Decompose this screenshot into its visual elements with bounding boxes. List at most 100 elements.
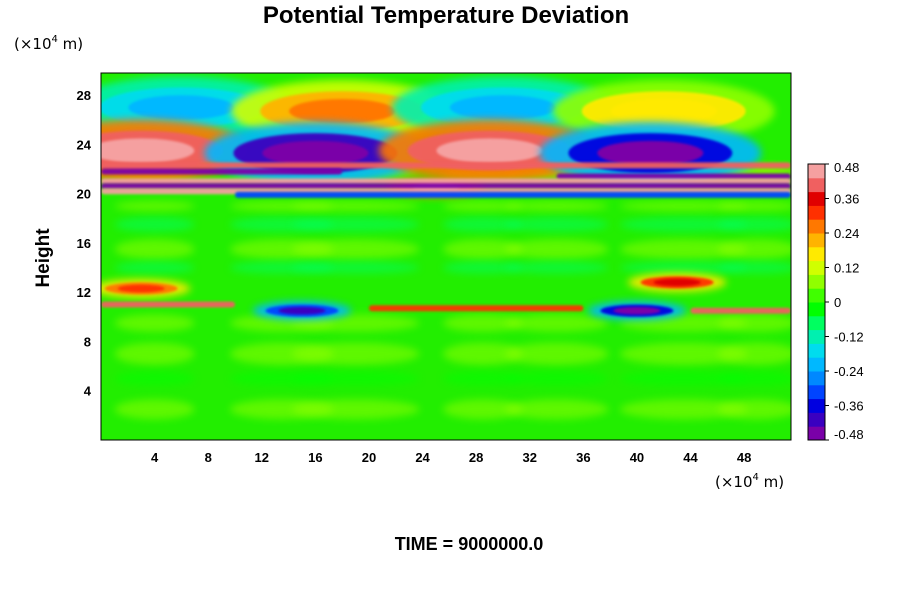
field-anomaly-core: [278, 306, 326, 315]
colorbar-label: 0.36: [834, 192, 859, 207]
y-tick-label: 8: [84, 334, 91, 349]
field-texture: [291, 217, 420, 232]
colorbar-labels: 0.48 0.36 0.24 0.12 0 -0.12 -0.24 -0.36 -0.48: [825, 160, 864, 442]
field-anomaly-core: [436, 138, 543, 163]
field-texture: [442, 201, 523, 211]
y-tick-label: 28: [77, 88, 91, 103]
x-tick-label: 12: [255, 450, 269, 465]
field-texture: [619, 342, 748, 365]
y-tick-label: 24: [77, 137, 92, 152]
colorbar-swatch: [808, 233, 825, 248]
colorbar-label: -0.24: [834, 364, 864, 379]
field-texture: [504, 371, 609, 386]
colorbar-swatch: [808, 357, 825, 372]
x-tick-label: 28: [469, 450, 483, 465]
field-texture: [442, 239, 523, 259]
colorbar-swatch: [808, 177, 825, 193]
heatmap-plot-area: [101, 73, 791, 440]
field-texture: [619, 399, 748, 420]
field-anomaly-core: [101, 138, 195, 163]
colorbar-swatch: [808, 260, 825, 275]
colorbar-swatch: [808, 274, 825, 289]
field-texture: [504, 217, 609, 232]
colorbar-swatch: [808, 219, 825, 234]
field-texture: [442, 217, 523, 232]
x-tick-label: 4: [151, 450, 159, 465]
field-texture: [717, 239, 791, 259]
field-texture: [717, 342, 791, 365]
field-texture: [114, 342, 195, 365]
field-texture: [504, 261, 609, 274]
field-anomaly-core: [597, 140, 704, 166]
x-ticks: 4 8 12 16 20 24 28 32 36 40 44 48: [151, 450, 751, 465]
colorbar-swatch: [808, 302, 825, 317]
colorbar-swatch: [808, 426, 825, 441]
x-tick-label: 8: [205, 450, 212, 465]
field-texture: [504, 314, 609, 332]
field-texture: [114, 201, 195, 211]
colorbar-swatch: [808, 246, 825, 262]
field-texture: [291, 342, 420, 365]
field-texture: [717, 399, 791, 420]
colorbar-swatch: [808, 343, 825, 358]
field-texture: [291, 399, 420, 420]
colorbar-swatch: [808, 412, 825, 427]
x-tick-label: 36: [576, 450, 590, 465]
field-stripe: [368, 305, 584, 312]
colorbar-label: 0: [834, 295, 841, 310]
field-anomaly-core: [653, 278, 701, 287]
x-tick-label: 20: [362, 450, 376, 465]
y-tick-label: 20: [77, 187, 91, 202]
field-texture: [442, 314, 523, 332]
field-texture: [504, 239, 609, 259]
x-tick-label: 40: [630, 450, 644, 465]
field-texture: [114, 314, 195, 332]
field-texture: [717, 261, 791, 274]
field-texture: [504, 201, 609, 211]
field-anomaly-core: [128, 95, 235, 120]
field-texture: [114, 217, 195, 232]
field-texture: [504, 399, 609, 420]
field-texture: [442, 342, 523, 365]
field-texture: [619, 261, 748, 274]
time-label: TIME = 9000000.0: [395, 534, 544, 554]
colorbar-label: -0.36: [834, 399, 864, 414]
field-stripe: [234, 191, 791, 198]
colorbar-label: 0.12: [834, 261, 859, 276]
colorbar-label: -0.12: [834, 330, 864, 345]
x-tick-label: 32: [523, 450, 537, 465]
field-anomaly-core: [262, 140, 369, 166]
x-tick-label: 16: [308, 450, 322, 465]
chart-title: Potential Temperature Deviation: [263, 2, 629, 29]
field-texture: [442, 261, 523, 274]
field-texture: [291, 239, 420, 259]
field-texture: [291, 371, 420, 386]
field-stripe: [101, 162, 791, 169]
colorbar-swatch: [808, 191, 825, 206]
field-texture: [717, 201, 791, 211]
field-texture: [442, 399, 523, 420]
field-texture: [114, 371, 195, 386]
field-anomaly-core: [449, 95, 556, 120]
field-texture: [114, 239, 195, 259]
x-tick-label: 44: [683, 450, 698, 465]
y-tick-label: 12: [77, 285, 91, 300]
field-texture: [291, 261, 420, 274]
colorbar-swatch: [808, 371, 825, 386]
colorbar-label: -0.48: [834, 427, 864, 442]
y-axis-label: Height: [33, 228, 54, 288]
y-ticks: 4 8 12 16 20 24 28: [77, 88, 92, 399]
colorbar-swatch: [808, 288, 825, 303]
field-stripe: [556, 173, 791, 180]
field-anomaly-core: [289, 98, 396, 124]
x-tick-label: 48: [737, 450, 751, 465]
y-tick-label: 4: [84, 384, 92, 399]
y-tick-label: 16: [77, 236, 91, 251]
colorbar: 0.48 0.36 0.24 0.12 0 -0.12 -0.24 -0.36 -0.48: [807, 160, 864, 442]
field-stripe: [101, 178, 791, 185]
y-unit-label: (×104 m): [14, 34, 83, 53]
field-texture: [717, 217, 791, 232]
colorbar-label: 0.24: [834, 226, 859, 241]
colorbar-swatch: [808, 315, 825, 331]
